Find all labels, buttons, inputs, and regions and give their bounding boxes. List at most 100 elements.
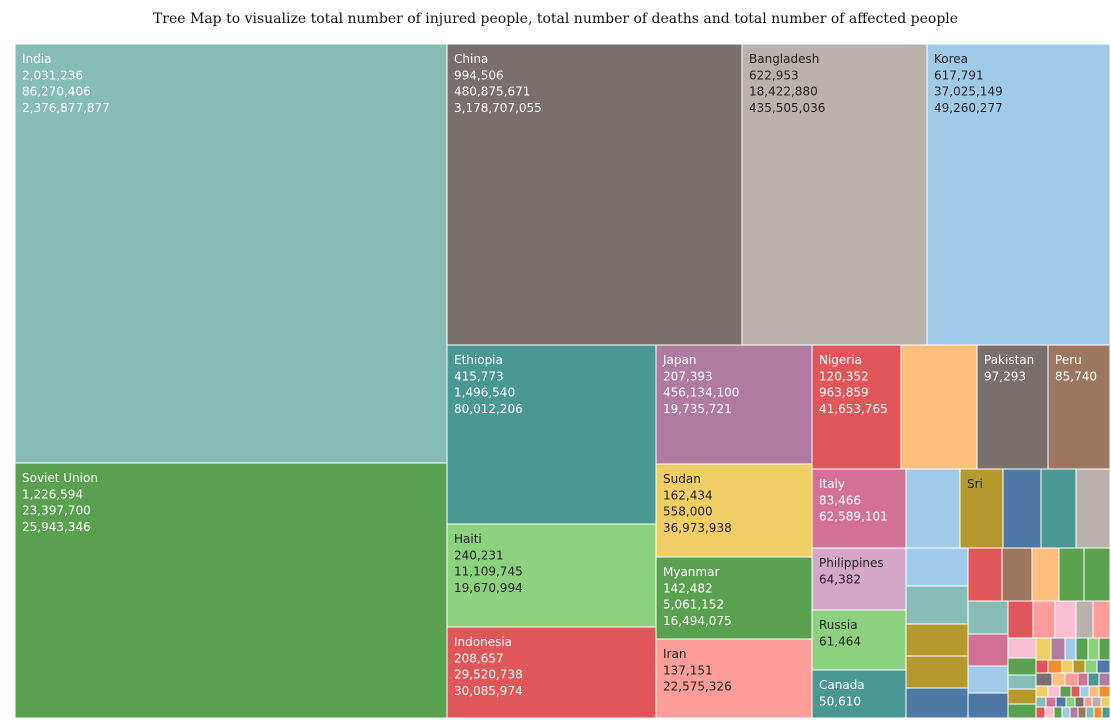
- tile-japan[interactable]: [655, 344, 813, 465]
- tile-small-32[interactable]: [1087, 637, 1100, 661]
- tile-small-23[interactable]: [1007, 637, 1037, 659]
- tile-small-16[interactable]: [967, 665, 1009, 694]
- tile-canada[interactable]: [811, 669, 907, 719]
- tile-peru[interactable]: [1047, 344, 1111, 470]
- tile-small-54[interactable]: [1045, 696, 1057, 708]
- tile-small-42[interactable]: [1064, 672, 1079, 687]
- tile-small-2[interactable]: [905, 585, 969, 625]
- tile-value-iran: 137,151: [663, 663, 713, 677]
- tile-haiti[interactable]: [446, 523, 657, 628]
- tile-small-34[interactable]: [1035, 659, 1049, 674]
- tile-small-46[interactable]: [1035, 685, 1049, 698]
- tile-label-ethiopia: Ethiopia: [454, 353, 503, 367]
- tile-small-14[interactable]: [967, 600, 1009, 635]
- tile-small-5[interactable]: [905, 687, 969, 719]
- tile-small-64[interactable]: [1061, 706, 1071, 719]
- tile-small-29[interactable]: [1050, 637, 1066, 661]
- tile-small-48[interactable]: [1059, 685, 1072, 698]
- tile-label-peru: Peru: [1055, 353, 1082, 367]
- tile-value-ethiopia: 1,496,540: [454, 386, 515, 400]
- tile-small-62[interactable]: [1044, 706, 1055, 719]
- tile-small-27[interactable]: [1007, 703, 1037, 719]
- tile-value-sudan: 162,434: [663, 488, 713, 502]
- tile-small-67[interactable]: [1085, 706, 1095, 719]
- tile-small-56[interactable]: [1065, 696, 1076, 708]
- tile-small-60[interactable]: [1100, 696, 1111, 708]
- tile-small-55[interactable]: [1055, 696, 1067, 708]
- tile-small-9[interactable]: [967, 547, 1003, 602]
- tile-value-korea: 49,260,277: [934, 101, 1003, 115]
- tile-unlabeled-13[interactable]: [900, 344, 978, 470]
- tile-small-43[interactable]: [1077, 672, 1089, 687]
- tile-small-44[interactable]: [1087, 672, 1100, 687]
- tile-small-58[interactable]: [1083, 696, 1093, 708]
- tile-small-36[interactable]: [1061, 659, 1074, 674]
- tile-label-soviet-union: Soviet Union: [22, 471, 98, 485]
- tile-small-35[interactable]: [1047, 659, 1063, 674]
- tile-small-69[interactable]: [1101, 706, 1111, 719]
- tile-small-11[interactable]: [1031, 547, 1060, 602]
- tile-small-68[interactable]: [1093, 706, 1103, 719]
- tile-small-18[interactable]: [1007, 600, 1034, 639]
- tile-small-40[interactable]: [1035, 672, 1053, 687]
- tile-small-66[interactable]: [1077, 706, 1087, 719]
- tile-small-50[interactable]: [1079, 685, 1090, 698]
- tile-small-1[interactable]: [905, 547, 969, 587]
- tile-small-31[interactable]: [1075, 637, 1089, 661]
- tile-small-25[interactable]: [1007, 674, 1037, 690]
- tile-small-33[interactable]: [1098, 637, 1111, 661]
- tile-small-6[interactable]: [1002, 468, 1042, 549]
- tile-small-47[interactable]: [1047, 685, 1061, 698]
- tile-soviet-union[interactable]: [14, 462, 448, 719]
- tile-pakistan[interactable]: [976, 344, 1049, 470]
- tile-small-20[interactable]: [1054, 600, 1077, 639]
- tile-ethiopia[interactable]: [446, 344, 657, 525]
- tile-small-10[interactable]: [1001, 547, 1033, 602]
- tile-small-17[interactable]: [967, 692, 1009, 719]
- tile-value-korea: 37,025,149: [934, 85, 1003, 99]
- tile-small-63[interactable]: [1053, 706, 1063, 719]
- tile-bangladesh[interactable]: [741, 43, 928, 346]
- tile-small-12[interactable]: [1058, 547, 1085, 602]
- tile-nigeria[interactable]: [811, 344, 902, 470]
- tile-small-38[interactable]: [1084, 659, 1098, 674]
- tile-small-26[interactable]: [1007, 688, 1037, 705]
- tile-small-41[interactable]: [1051, 672, 1066, 687]
- tile-small-51[interactable]: [1088, 685, 1100, 698]
- tile-small-13[interactable]: [1083, 547, 1111, 602]
- tile-korea[interactable]: [926, 43, 1111, 346]
- tile-small-24[interactable]: [1007, 657, 1037, 676]
- tile-small-22[interactable]: [1092, 600, 1111, 639]
- tile-iran[interactable]: [655, 638, 813, 719]
- tile-small-21[interactable]: [1075, 600, 1094, 639]
- tile-small-37[interactable]: [1072, 659, 1086, 674]
- tile-small-19[interactable]: [1032, 600, 1056, 639]
- tile-small-61[interactable]: [1035, 706, 1046, 719]
- tile-indonesia[interactable]: [446, 626, 657, 719]
- tile-small-59[interactable]: [1091, 696, 1102, 708]
- tile-label-philippines: Philippines: [819, 556, 884, 570]
- tile-small-39[interactable]: [1096, 659, 1111, 674]
- tile-small-52[interactable]: [1098, 685, 1111, 698]
- tile-small-45[interactable]: [1098, 672, 1111, 687]
- tile-value-peru: 85,740: [1055, 369, 1097, 383]
- tile-small-57[interactable]: [1074, 696, 1085, 708]
- tile-value-sudan: 558,000: [663, 505, 713, 519]
- tile-small-28[interactable]: [1035, 637, 1052, 661]
- tile-small-15[interactable]: [967, 633, 1009, 667]
- tile-myanmar[interactable]: [655, 556, 813, 640]
- tile-value-italy: 83,466: [819, 493, 861, 507]
- tile-value-ethiopia: 80,012,206: [454, 402, 523, 416]
- tile-small-3[interactable]: [905, 623, 969, 657]
- tile-small-4[interactable]: [905, 655, 969, 689]
- tile-small-8[interactable]: [1075, 468, 1111, 549]
- tile-small-30[interactable]: [1064, 637, 1077, 661]
- tile-small-65[interactable]: [1069, 706, 1079, 719]
- tile-small-7[interactable]: [1040, 468, 1077, 549]
- tile-label-sri: Sri: [967, 477, 983, 491]
- tile-small-53[interactable]: [1035, 696, 1047, 708]
- tile-small-0[interactable]: [905, 468, 961, 549]
- tile-russia[interactable]: [811, 609, 907, 671]
- tile-small-49[interactable]: [1070, 685, 1081, 698]
